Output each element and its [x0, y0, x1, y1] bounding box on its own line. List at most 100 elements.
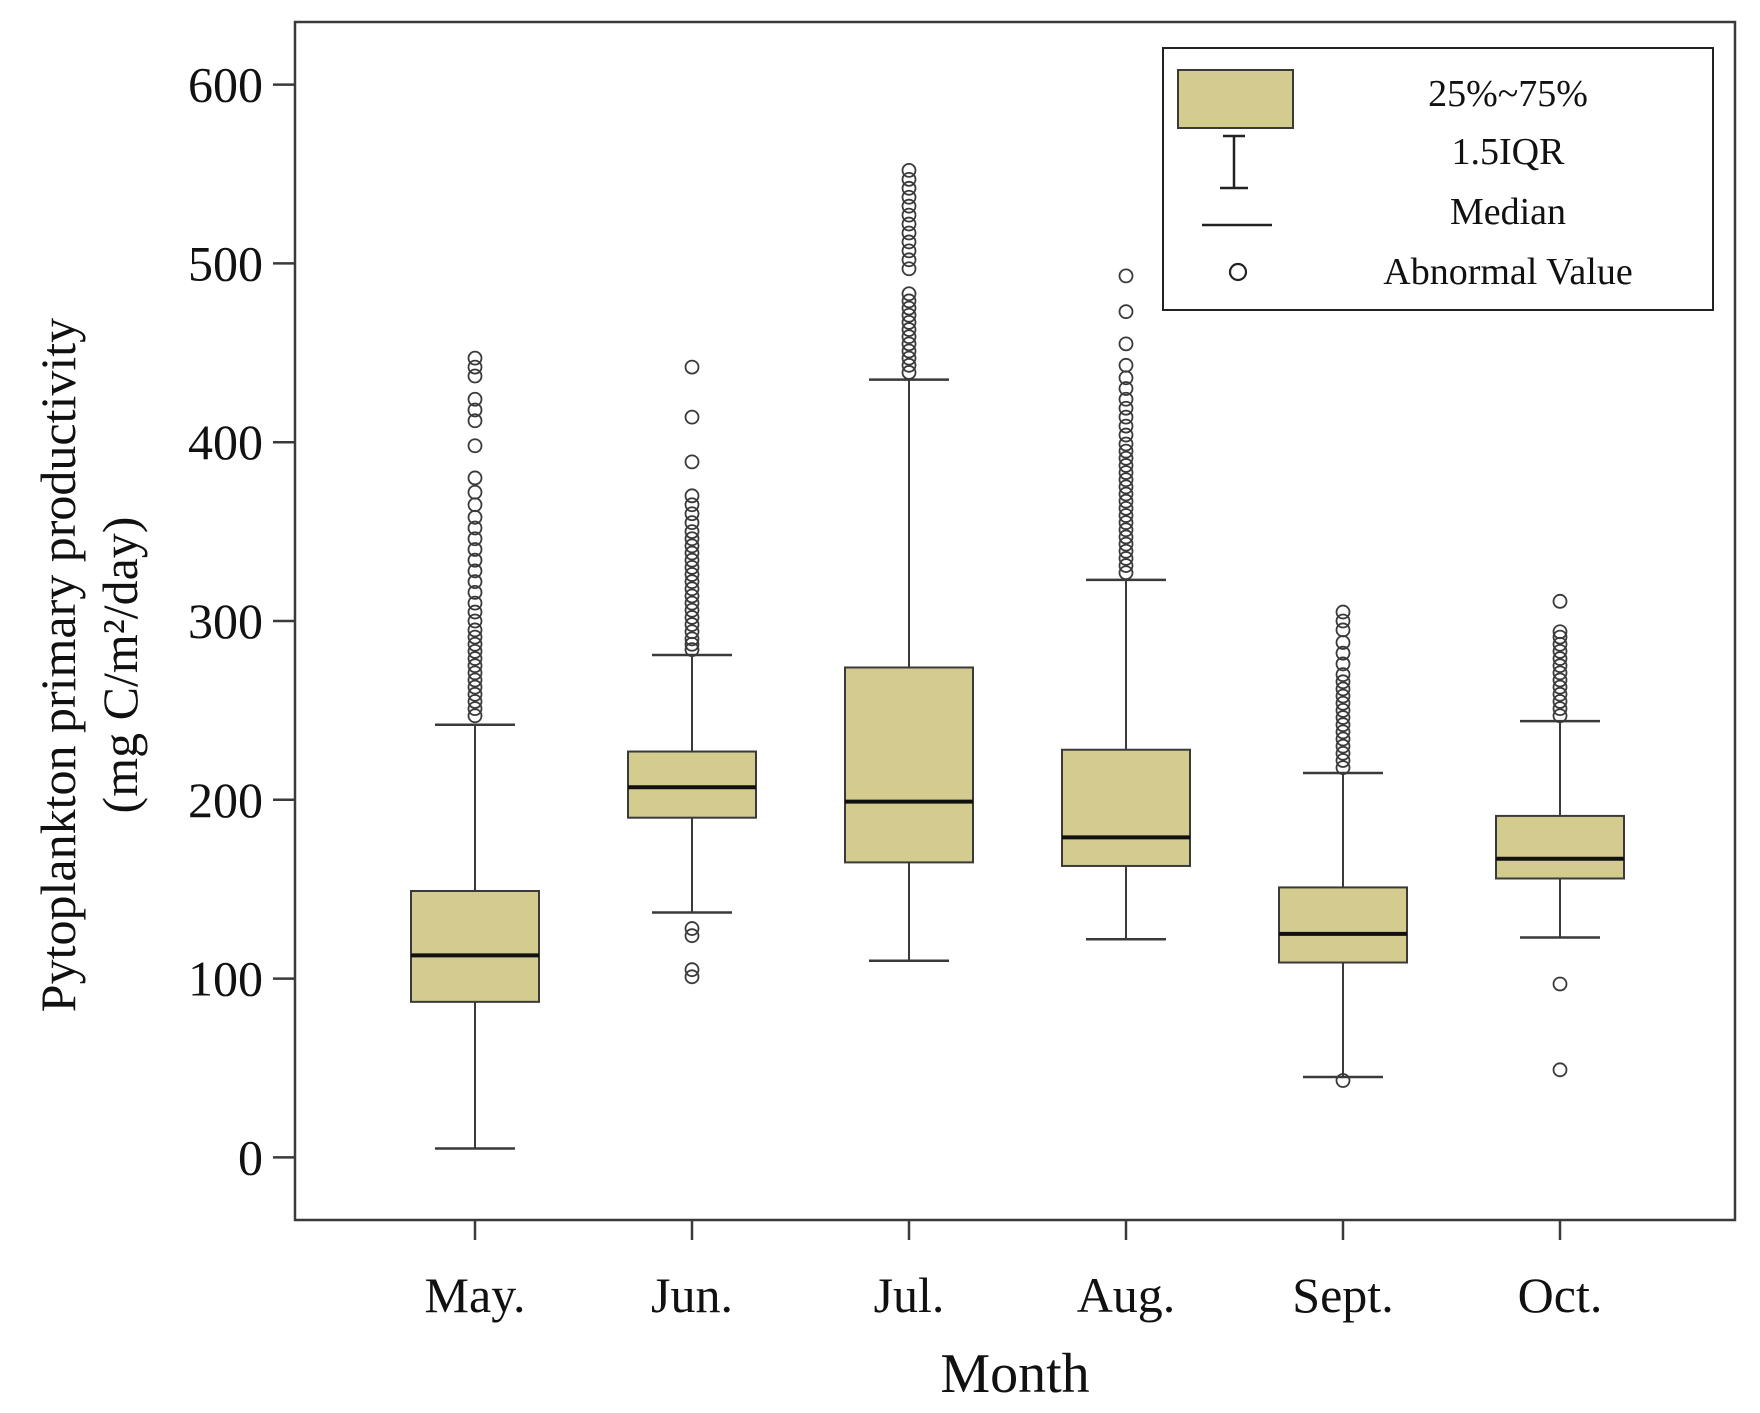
- outlier-point: [467, 531, 483, 547]
- outlier-point: [1335, 613, 1351, 629]
- outlier-point: [1335, 656, 1351, 672]
- outlier-point: [1335, 695, 1351, 711]
- outlier-point: [467, 595, 483, 611]
- x-tick-label: Aug.: [1077, 1267, 1176, 1323]
- outlier-point: [684, 524, 700, 539]
- y-tick-label: 100: [188, 951, 263, 1007]
- outlier-point: [684, 921, 700, 936]
- iqr-box: [1278, 886, 1408, 964]
- x-axis: May. Jun. Jul. Aug. Sept. Oct.: [425, 1220, 1602, 1323]
- iqr-box: [410, 889, 540, 1003]
- outlier-point: [1335, 717, 1351, 733]
- outlier-point: [1552, 701, 1568, 717]
- outlier-point: [1552, 624, 1568, 640]
- outlier-point: [1118, 418, 1134, 434]
- outlier-point: [467, 359, 483, 375]
- outlier-point: [1552, 651, 1568, 666]
- x-tick-label: Jul.: [874, 1267, 945, 1323]
- outlier-point: [1118, 508, 1134, 523]
- y-axis-title-line1: Pytoplankton primary productivity: [30, 318, 86, 1012]
- boxes: [410, 163, 1625, 1150]
- outlier-point: [901, 329, 917, 345]
- outlier-point: [901, 261, 917, 277]
- outlier-point: [1118, 472, 1134, 488]
- outlier-point: [901, 286, 917, 302]
- outlier-point: [1552, 976, 1568, 992]
- outlier-point: [467, 672, 483, 688]
- outlier-point: [1118, 391, 1134, 407]
- outlier-point: [1118, 515, 1134, 531]
- y-tick-label: 200: [188, 772, 263, 828]
- box-group: [1278, 604, 1408, 1088]
- outlier-point: [1552, 643, 1568, 659]
- outlier-point: [684, 631, 700, 647]
- outlier-point: [467, 552, 483, 568]
- outlier-point: [1118, 336, 1134, 352]
- outlier-point: [684, 359, 700, 375]
- outlier-point: [1118, 427, 1134, 443]
- outlier-point: [684, 595, 700, 611]
- outlier-point: [901, 314, 917, 330]
- outlier-point: [1118, 436, 1134, 452]
- outlier-point: [467, 604, 483, 620]
- outlier-point: [467, 350, 483, 366]
- outlier-point: [684, 962, 700, 978]
- outlier-point: [1552, 665, 1568, 681]
- outlier-point: [901, 163, 917, 178]
- y-tick-label: 300: [188, 593, 263, 649]
- outlier-point: [1118, 536, 1134, 552]
- outlier-point: [1335, 681, 1351, 697]
- outlier-point: [467, 643, 483, 659]
- outlier-point: [901, 234, 917, 250]
- outlier-point: [1335, 688, 1351, 704]
- outlier-point: [467, 402, 483, 418]
- y-tick-label: 500: [188, 235, 263, 291]
- y-tick-label: 400: [188, 414, 263, 470]
- legend-whisker-swatch: [1220, 134, 1248, 190]
- outlier-point: [1118, 543, 1134, 559]
- outlier-point: [467, 470, 483, 486]
- outlier-point: [684, 610, 700, 625]
- outlier-point: [1118, 565, 1134, 581]
- outlier-point: [684, 488, 700, 504]
- y-tick-label: 600: [188, 57, 263, 113]
- outlier-point: [467, 629, 483, 645]
- outlier-point: [1335, 710, 1351, 725]
- outlier-point: [1118, 493, 1134, 509]
- outlier-point: [467, 651, 483, 666]
- legend-label-outlier: Abnormal Value: [1383, 251, 1632, 293]
- box-group: [410, 350, 540, 1150]
- box-group: [1061, 268, 1191, 941]
- box-group: [627, 359, 757, 985]
- outlier-point: [1335, 1073, 1351, 1088]
- outlier-point: [1118, 381, 1134, 396]
- outlier-point: [684, 581, 700, 597]
- outlier-point: [1335, 731, 1351, 747]
- x-tick-label: Sept.: [1292, 1267, 1393, 1323]
- outlier-point: [684, 559, 700, 575]
- outlier-point: [1118, 500, 1134, 516]
- outlier-point: [1335, 604, 1351, 620]
- outlier-point: [901, 216, 917, 232]
- outlier-point: [1552, 694, 1568, 709]
- outlier-point: [901, 365, 917, 380]
- outlier-point: [684, 515, 700, 531]
- outlier-point: [684, 506, 700, 522]
- outlier-point: [467, 563, 483, 579]
- outlier-point: [684, 531, 700, 547]
- outlier-point: [467, 701, 483, 717]
- outlier-point: [901, 225, 917, 241]
- outlier-point: [1335, 724, 1351, 740]
- outlier-point: [1335, 674, 1351, 690]
- outlier-point: [1118, 268, 1134, 284]
- outlier-point: [684, 454, 700, 470]
- legend-label-whisker: 1.5IQR: [1452, 131, 1566, 173]
- outlier-point: [684, 545, 700, 561]
- outlier-point: [1552, 1062, 1568, 1078]
- outlier-point: [1118, 465, 1134, 480]
- outlier-point: [684, 574, 700, 590]
- outlier-point: [684, 409, 700, 425]
- outlier-point: [684, 969, 700, 985]
- outlier-point: [1335, 622, 1351, 638]
- outlier-point: [1118, 450, 1134, 466]
